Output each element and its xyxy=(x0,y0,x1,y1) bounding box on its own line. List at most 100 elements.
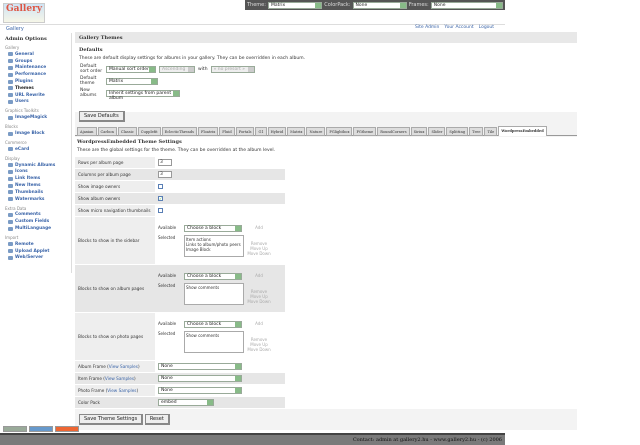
tab-siriux[interactable]: Siriux xyxy=(410,127,428,136)
new-albums-select[interactable]: Inherit settings from parent album xyxy=(106,89,180,101)
sidebar-item-comments[interactable]: Comments xyxy=(8,212,71,219)
sidebar-item-themes[interactable]: Themes xyxy=(8,85,71,92)
tab-fluid[interactable]: Fluid xyxy=(219,127,235,136)
multilanguage-icon xyxy=(8,226,13,231)
sidebar-item-dynamic-albums[interactable]: Dynamic Albums xyxy=(8,162,71,169)
sidebar-item-performance[interactable]: Performance xyxy=(8,71,71,78)
sidebar-item-ecard[interactable]: eCard xyxy=(8,146,71,153)
sidebar-add-button[interactable]: Add xyxy=(255,224,263,230)
tab-cupplefit[interactable]: Cupplefit xyxy=(137,127,161,136)
sidebar-item-groups[interactable]: Groups xyxy=(8,58,71,65)
sidebar-move-up-button[interactable]: Move Up xyxy=(250,245,268,251)
site-admin-link[interactable]: Site Admin xyxy=(415,25,440,30)
breadcrumb-gallery[interactable]: Gallery xyxy=(6,26,24,32)
album-move-up-button[interactable]: Move Up xyxy=(250,293,268,299)
sidebar-item-watermarks[interactable]: Watermarks xyxy=(8,196,71,203)
sidebar-item-web-server[interactable]: Web/Server xyxy=(8,255,71,262)
tab-wordpressembedded[interactable]: WordpressEmbedded xyxy=(498,126,547,136)
tab-tile[interactable]: Tile xyxy=(484,127,498,136)
sidebar-item-url-rewrite[interactable]: URL Rewrite xyxy=(8,92,71,99)
sort-order-select[interactable]: Manual sort order xyxy=(106,65,156,73)
tab-slider[interactable]: Slider xyxy=(428,127,446,136)
album-selected-list[interactable]: Show comments xyxy=(184,282,244,305)
sidebar-item-icons[interactable]: Icons xyxy=(8,169,71,176)
cols-input[interactable]: 3 xyxy=(158,171,172,178)
tab-ajaxian[interactable]: Ajaxian xyxy=(77,127,97,136)
selected-block-item[interactable]: Image Block xyxy=(186,246,211,252)
sidebar-item-link-items[interactable]: Link Items xyxy=(8,175,71,182)
view-samples-link[interactable]: View Samples xyxy=(108,364,138,369)
selected-block-item[interactable]: Links to album/photo peers xyxy=(186,241,241,247)
sidebar-item-users[interactable]: Users xyxy=(8,99,71,106)
photo-available-select[interactable]: Choose a block xyxy=(184,320,242,328)
xhtml-badge[interactable] xyxy=(3,426,27,432)
album-move-down-button[interactable]: Move Down xyxy=(247,298,271,304)
rows-input[interactable]: 3 xyxy=(158,159,172,166)
sidebar-item-remote[interactable]: Remote xyxy=(8,241,71,248)
photo-frame-select[interactable]: None xyxy=(158,387,242,394)
album-frame-select[interactable]: None xyxy=(158,363,242,370)
photo-remove-button[interactable]: Remove xyxy=(250,336,268,342)
sidebar-item-label: URL Rewrite xyxy=(15,92,45,98)
photo-add-button[interactable]: Add xyxy=(255,320,263,326)
selected-block-item[interactable]: Show comments xyxy=(186,332,220,338)
your-account-link[interactable]: Your Account xyxy=(444,25,474,30)
tab-splitting[interactable]: Splitting xyxy=(446,127,469,136)
tab-pglightbox[interactable]: PGlightbox xyxy=(326,127,353,136)
default-theme-select[interactable]: Matrix xyxy=(106,77,158,85)
color-pack-select[interactable]: embed xyxy=(158,399,214,406)
save-defaults-button[interactable]: Save Defaults xyxy=(79,111,125,122)
sidebar-item-maintenance[interactable]: Maintenance xyxy=(8,65,71,72)
sidebar-item-image-block[interactable]: Image Block xyxy=(8,130,71,137)
view-samples-link[interactable]: View Samples xyxy=(107,388,137,393)
frames-select[interactable]: None xyxy=(430,1,504,9)
tab-roundcorners[interactable]: RoundCorners xyxy=(377,127,410,136)
sidebar-move-down-button[interactable]: Move Down xyxy=(247,250,271,256)
image-owners-checkbox[interactable] xyxy=(158,184,163,189)
sidebar-item-plugins[interactable]: Plugins xyxy=(8,78,71,85)
user-links: Site Admin Your Account Logout xyxy=(415,25,494,30)
tab-hybrid[interactable]: Hybrid xyxy=(267,127,287,136)
item-frame-select[interactable]: None xyxy=(158,375,242,382)
sidebar-item-general[interactable]: General xyxy=(8,51,71,58)
photo-move-up-button[interactable]: Move Up xyxy=(250,341,268,347)
tab-matrix[interactable]: Matrix xyxy=(287,127,306,136)
selected-block-item[interactable]: Item actions xyxy=(186,236,211,242)
save-theme-settings-button[interactable]: Save Theme Settings xyxy=(79,414,144,425)
tab-nature[interactable]: Nature xyxy=(306,127,326,136)
sidebar-item-label: New Items xyxy=(15,183,41,189)
sidebar-item-new-items[interactable]: New Items xyxy=(8,182,71,189)
tab-eclecticthreads[interactable]: EclecticThreads xyxy=(161,127,197,136)
tab-fortals[interactable]: Fortals xyxy=(235,127,255,136)
tab-pgtheme[interactable]: PGtheme xyxy=(353,127,377,136)
tab-carbon[interactable]: Carbon xyxy=(97,127,117,136)
sidebar-item-multilanguage[interactable]: MultiLanguage xyxy=(8,225,71,232)
sidebar-item-custom-fields[interactable]: Custom Fields xyxy=(8,218,71,225)
sidebar-remove-button[interactable]: Remove xyxy=(250,240,268,246)
tab-tree[interactable]: Tree xyxy=(469,127,484,136)
sidebar-selected-list[interactable]: Item actions Links to album/photo peers Im… xyxy=(184,234,244,257)
sidebar-item-thumbnails[interactable]: Thumbnails xyxy=(8,189,71,196)
colorpack-select[interactable]: None xyxy=(352,1,407,9)
gallery-logo[interactable]: Gallery xyxy=(3,3,45,23)
tab-floatrix[interactable]: Floatrix xyxy=(197,127,219,136)
help-badge[interactable] xyxy=(55,426,79,432)
sidebar-item-imagemagick[interactable]: ImageMagick xyxy=(8,114,71,121)
reset-button[interactable]: Reset xyxy=(144,414,170,425)
photo-move-down-button[interactable]: Move Down xyxy=(247,346,271,352)
selected-block-item[interactable]: Show comments xyxy=(186,284,220,290)
theme-select[interactable]: Matrix xyxy=(267,1,323,9)
view-samples-link[interactable]: View Samples xyxy=(104,376,135,381)
logout-link[interactable]: Logout xyxy=(478,25,495,30)
gallery-badge[interactable] xyxy=(29,426,53,432)
album-owners-checkbox[interactable]: ✓ xyxy=(158,196,163,201)
album-add-button[interactable]: Add xyxy=(255,272,263,278)
album-remove-button[interactable]: Remove xyxy=(250,288,268,294)
tab-g1[interactable]: G1 xyxy=(255,127,267,136)
album-available-select[interactable]: Choose a block xyxy=(184,272,242,280)
tab-classic[interactable]: Classic xyxy=(117,127,137,136)
sidebar-item-upload-applet[interactable]: Upload Applet xyxy=(8,248,71,255)
photo-selected-list[interactable]: Show comments xyxy=(184,330,244,353)
sidebar-available-select[interactable]: Choose a block xyxy=(184,224,242,232)
micro-nav-checkbox[interactable] xyxy=(158,208,163,213)
